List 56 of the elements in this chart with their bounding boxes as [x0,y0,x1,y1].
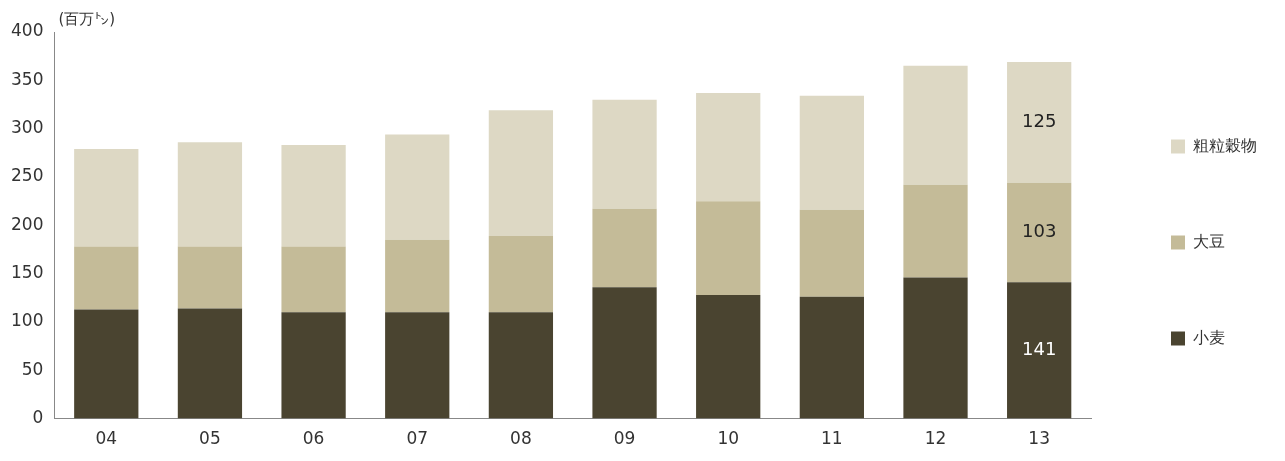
bar [799,209,864,297]
bar [903,184,968,278]
bar [799,296,864,419]
y-tick-label: 100 [10,310,44,331]
y-tick-label: 0 [32,407,44,428]
x-tick-label: 09 [613,428,636,449]
x-tick-label: 08 [510,428,532,449]
y-tick-label: 200 [10,213,44,234]
y-axis-title: (百万㌧) [58,9,116,28]
bar [488,110,554,236]
data-label: 125 [1021,110,1057,132]
bar [177,142,243,247]
bar [74,246,139,310]
bar [385,239,450,313]
data-label: 103 [1021,220,1057,242]
x-tick-label: 07 [406,428,429,449]
bar [74,148,139,247]
bar [281,145,346,247]
bar [488,312,554,419]
x-tick-label: 05 [199,428,221,449]
bar [385,312,450,419]
y-tick-label: 350 [10,68,44,89]
y-tick-label: 400 [10,20,44,41]
bar [696,201,761,295]
x-tick-label: 11 [821,428,843,449]
legend-label: 小麦 [1193,327,1225,347]
legend-label: 粗粒穀物 [1193,135,1257,155]
x-tick-label: 10 [717,428,740,449]
x-tick-label: 12 [924,428,947,449]
bar [177,308,243,419]
bar [903,277,968,419]
y-tick-label: 300 [10,117,44,138]
bar [903,65,968,185]
legend-label: 大豆 [1193,231,1225,251]
y-tick-label: 50 [21,358,44,379]
bar [1007,282,1072,419]
x-tick-label: 06 [302,428,325,449]
x-tick-label: 13 [1028,428,1050,449]
bar [592,287,657,419]
data-label: 141 [1021,338,1057,360]
bar [1007,182,1072,283]
y-tick-label: 250 [10,165,44,186]
bar [799,95,864,210]
bar [488,235,554,313]
bar [385,134,450,240]
bar [1007,61,1072,183]
bar [696,92,761,202]
bar [74,309,139,419]
bar [592,99,657,209]
y-tick-label: 150 [10,262,44,283]
x-tick-label: 04 [95,428,118,449]
bar [696,294,761,419]
bar [592,208,657,288]
bar [177,246,243,309]
bar [281,246,346,313]
bar [281,312,346,419]
